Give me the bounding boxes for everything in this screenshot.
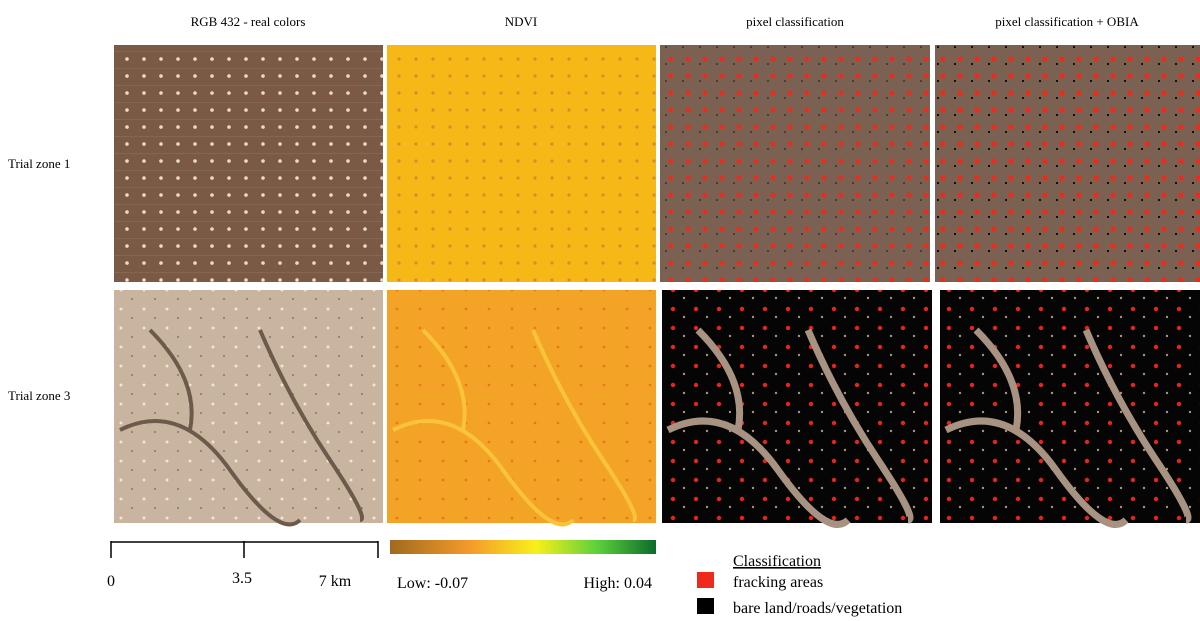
legend-item: fracking areas <box>733 574 823 591</box>
row-label: Trial zone 1 <box>8 156 70 171</box>
legend-item: bare land/roads/vegetation <box>733 600 902 617</box>
colorbar <box>390 540 656 554</box>
image-panels <box>114 45 1200 524</box>
scale-label: 7 km <box>319 573 352 590</box>
column-header: pixel classification <box>746 14 844 29</box>
legend-swatch <box>697 572 714 588</box>
row-label: Trial zone 3 <box>8 388 70 403</box>
classification-image <box>662 290 932 523</box>
column-header: NDVI <box>505 14 538 29</box>
legend-title: Classification <box>733 553 821 570</box>
classification-image <box>660 45 930 282</box>
column-header: pixel classification + OBIA <box>995 14 1139 29</box>
rgb-image <box>114 45 383 282</box>
column-header: RGB 432 - real colors <box>191 14 306 29</box>
colorbar-high: High: 0.04 <box>584 575 652 592</box>
rgb-image <box>114 290 383 523</box>
scale-bar <box>111 541 378 558</box>
figure: RGB 432 - real colors NDVI pixel classif… <box>0 0 1200 621</box>
legend-swatch <box>697 598 714 614</box>
scale-label: 0 <box>107 573 115 590</box>
scale-label: 3.5 <box>232 570 252 587</box>
colorbar-low: Low: -0.07 <box>397 575 468 592</box>
obia-image <box>935 45 1200 282</box>
ndvi-image <box>387 290 656 523</box>
ndvi-image <box>387 45 656 282</box>
